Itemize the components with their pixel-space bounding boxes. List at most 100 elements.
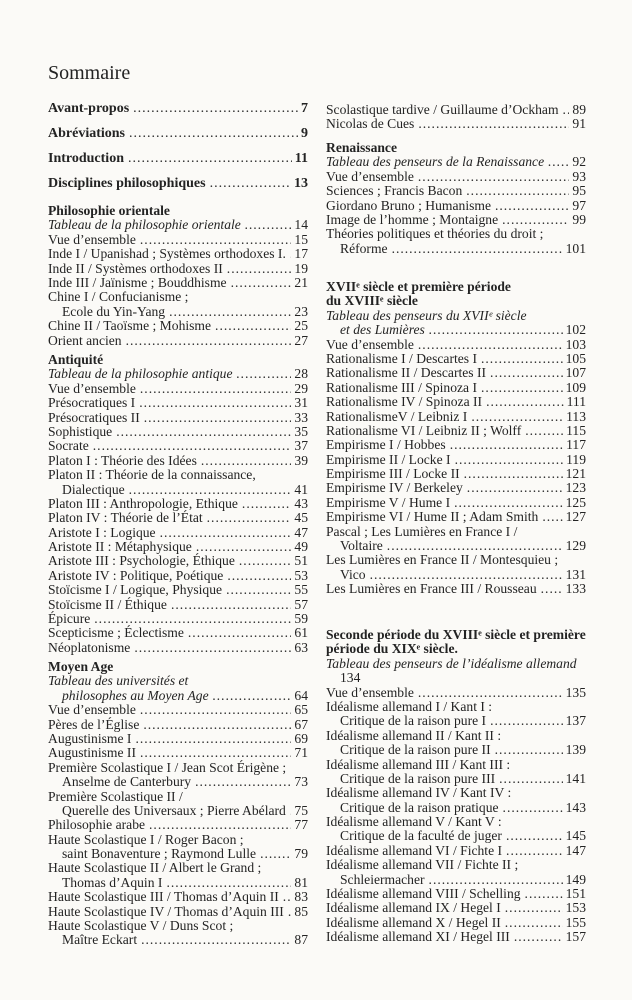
toc-entry-line[interactable]: Aristote IV : Politique, Poétique 53 <box>48 568 308 583</box>
toc-entry-line[interactable]: Ecole du Yin-Yang 23 <box>48 304 308 319</box>
toc-entry-line[interactable]: RationalismeV / Leibniz I 113 <box>326 409 586 424</box>
toc-entry-line[interactable]: Empirisme II / Locke I 119 <box>326 452 586 467</box>
toc-entry-line[interactable]: Réforme 101 <box>326 241 586 256</box>
toc-entry-line[interactable]: Haute Scolastique I / Roger Bacon ; <box>48 832 308 847</box>
toc-entry-line[interactable]: Stoïcisme I / Logique, Physique 55 <box>48 582 308 597</box>
toc-entry-line[interactable]: Platon III : Anthropologie, Ethique 43 <box>48 496 308 511</box>
toc-entry-line[interactable]: Haute Scolastique IV / Thomas d’Aquin II… <box>48 904 308 919</box>
toc-entry-line[interactable]: Voltaire 129 <box>326 538 586 553</box>
toc-entry-line[interactable]: Platon IV : Théorie de l’État 45 <box>48 510 308 525</box>
toc-entry-line[interactable]: Platon I : Théorie des Idées 39 <box>48 453 308 468</box>
toc-entry-line[interactable]: Rationalisme I / Descartes I 105 <box>326 351 586 366</box>
toc-entry-line[interactable]: Image de l’homme ; Montaigne 99 <box>326 212 586 227</box>
toc-entry-line[interactable]: Première Scolastique II / <box>48 789 308 804</box>
toc-entry-line[interactable]: Pères de l’Église 67 <box>48 717 308 732</box>
toc-entry-line[interactable]: Vue d’ensemble 29 <box>48 381 308 396</box>
toc-entry-line[interactable]: Idéalisme allemand III / Kant III : <box>326 757 586 772</box>
toc-entry-line[interactable]: Épicure 59 <box>48 611 308 626</box>
toc-entry-line[interactable]: Abréviations 9 <box>48 126 308 151</box>
toc-entry-line[interactable]: Première Scolastique I / Jean Scot Érigè… <box>48 760 308 775</box>
toc-entry-line[interactable]: Idéalisme allemand X / Hegel II 155 <box>326 915 586 930</box>
toc-entry-line[interactable]: Inde I / Upanishad ; Systèmes orthodoxes… <box>48 246 308 261</box>
toc-entry-line[interactable]: Inde II / Systèmes orthodoxes II 19 <box>48 261 308 276</box>
toc-entry-line[interactable]: Maître Eckart 87 <box>48 933 308 948</box>
toc-entry-line[interactable]: Inde III / Jaïnisme ; Bouddhisme 21 <box>48 275 308 290</box>
toc-entry-line[interactable]: philosophes au Moyen Age 64 <box>48 688 308 703</box>
toc-entry-line[interactable]: Vue d’ensemble 103 <box>326 337 586 352</box>
toc-entry-line[interactable]: Tableau de la philosophie antique 28 <box>48 366 308 381</box>
toc-entry-line[interactable]: Vue d’ensemble 65 <box>48 702 308 717</box>
toc-entry-line[interactable]: Socrate 37 <box>48 438 308 453</box>
toc-entry-line[interactable]: Giordano Bruno ; Humanisme 97 <box>326 198 586 213</box>
toc-entry-line[interactable]: Idéalisme allemand VI / Fichte I 147 <box>326 843 586 858</box>
toc-entry-line[interactable]: Aristote I : Logique 47 <box>48 525 308 540</box>
toc-entry-line[interactable]: Vico 131 <box>326 567 586 582</box>
toc-entry-line[interactable]: Tableau des penseurs de la Renaissance 92 <box>326 154 586 169</box>
toc-entry-line[interactable]: et des Lumières 102 <box>326 322 586 337</box>
toc-entry-line[interactable]: Empirisme IV / Berkeley 123 <box>326 481 586 496</box>
toc-entry-line[interactable]: Rationalisme III / Spinoza I 109 <box>326 380 586 395</box>
toc-entry-line[interactable]: Augustinisme I 69 <box>48 731 308 746</box>
toc-entry-line[interactable]: Critique de la raison pure I 137 <box>326 713 586 728</box>
toc-entry-line[interactable]: Idéalisme allemand VII / Fichte II ; <box>326 857 586 872</box>
toc-entry-line[interactable]: Vue d’ensemble 15 <box>48 232 308 247</box>
toc-entry-line[interactable]: Théories politiques et théories du droit… <box>326 226 586 241</box>
toc-entry-line[interactable]: Présocratiques II 33 <box>48 410 308 425</box>
toc-entry-line[interactable]: Rationalisme VI / Leibniz II ; Wolff 115 <box>326 423 586 438</box>
toc-entry-line[interactable]: Tableau de la philosophie orientale 14 <box>48 217 308 232</box>
toc-entry-line[interactable]: Aristote II : Métaphysique 49 <box>48 539 308 554</box>
toc-entry-line[interactable]: Empirisme III / Locke II 121 <box>326 466 586 481</box>
toc-entry-line[interactable]: Aristote III : Psychologie, Éthique 51 <box>48 554 308 569</box>
toc-entry-line[interactable]: Idéalisme allemand XI / Hegel III 157 <box>326 929 586 944</box>
toc-entry-line[interactable]: Sophistique 35 <box>48 424 308 439</box>
toc-entry-line[interactable]: Haute Scolastique III / Thomas d’Aquin I… <box>48 889 308 904</box>
toc-entry-line[interactable]: Tableau des penseurs du XVIIᵉ siècle <box>326 308 586 323</box>
toc-entry-line[interactable]: Critique de la raison pure III 141 <box>326 771 586 786</box>
toc-entry-line[interactable]: Pascal ; Les Lumières en France I / <box>326 524 586 539</box>
toc-entry-line[interactable]: saint Bonaventure ; Raymond Lulle 79 <box>48 846 308 861</box>
toc-entry-line[interactable]: Schleiermacher 149 <box>326 872 586 887</box>
toc-entry-line[interactable]: Chine II / Taoïsme ; Mohisme 25 <box>48 318 308 333</box>
toc-entry-line[interactable]: Vue d’ensemble 93 <box>326 169 586 184</box>
toc-entry-line[interactable]: Thomas d’Aquin I 81 <box>48 875 308 890</box>
toc-entry-line[interactable]: Haute Scolastique II / Albert le Grand ; <box>48 861 308 876</box>
toc-entry-line[interactable]: Empirisme VI / Hume II ; Adam Smith 127 <box>326 509 586 524</box>
toc-entry-line[interactable]: Scepticisme ; Éclectisme 61 <box>48 626 308 641</box>
toc-entry-line[interactable]: Philosophie arabe 77 <box>48 817 308 832</box>
toc-entry-line[interactable]: Avant-propos 7 <box>48 101 308 126</box>
toc-entry-line[interactable]: Rationalisme II / Descartes II 107 <box>326 365 586 380</box>
toc-entry-line[interactable]: Néoplatonisme 63 <box>48 640 308 655</box>
toc-entry-line[interactable]: Stoïcisme II / Éthique 57 <box>48 597 308 612</box>
toc-entry-line[interactable]: Scolastique tardive / Guillaume d’Ockham… <box>326 102 586 117</box>
toc-entry-line[interactable]: Tableau des universités et <box>48 673 308 688</box>
toc-entry-line[interactable]: Idéalisme allemand II / Kant II : <box>326 728 586 743</box>
toc-entry-line[interactable]: Critique de la raison pratique 143 <box>326 800 586 815</box>
toc-entry-line[interactable]: Les Lumières en France III / Rousseau 133 <box>326 581 586 596</box>
toc-entry-line[interactable]: Les Lumières en France II / Montesquieu … <box>326 553 586 568</box>
toc-entry-line[interactable]: Anselme de Canterbury 73 <box>48 774 308 789</box>
toc-entry-line[interactable]: Idéalisme allemand I / Kant I : <box>326 699 586 714</box>
toc-entry-line[interactable]: Vue d’ensemble 135 <box>326 685 586 700</box>
toc-entry-line[interactable]: Critique de la faculté de juger 145 <box>326 829 586 844</box>
toc-entry-line[interactable]: Rationalisme IV / Spinoza II 111 <box>326 394 586 409</box>
toc-entry-line[interactable]: Augustinisme II 71 <box>48 745 308 760</box>
toc-entry-line[interactable]: Idéalisme allemand VIII / Schelling 151 <box>326 886 586 901</box>
toc-entry-line[interactable]: Haute Scolastique V / Duns Scot ; <box>48 918 308 933</box>
toc-entry-line[interactable]: Idéalisme allemand IV / Kant IV : <box>326 785 586 800</box>
toc-entry-line[interactable]: Platon II : Théorie de la connaissance, <box>48 467 308 482</box>
toc-entry-line[interactable]: Orient ancien 27 <box>48 333 308 348</box>
toc-entry-line[interactable]: Présocratiques I 31 <box>48 395 308 410</box>
toc-entry-line[interactable]: Disciplines philosophiques 13 <box>48 176 308 201</box>
toc-entry-line[interactable]: Introduction 11 <box>48 151 308 176</box>
toc-entry-line[interactable]: Empirisme V / Hume I 125 <box>326 495 586 510</box>
toc-entry-line[interactable]: Chine I / Confucianisme ; <box>48 289 308 304</box>
toc-entry-line[interactable]: Idéalisme allemand IX / Hegel I 153 <box>326 901 586 916</box>
toc-entry-line[interactable]: Nicolas de Cues 91 <box>326 116 586 131</box>
toc-entry-line[interactable]: Querelle des Universaux ; Pierre Abélard… <box>48 803 308 818</box>
toc-entry-line[interactable]: Empirisme I / Hobbes 117 <box>326 437 586 452</box>
toc-entry-line[interactable]: Idéalisme allemand V / Kant V : <box>326 814 586 829</box>
toc-entry-line[interactable]: Sciences ; Francis Bacon 95 <box>326 183 586 198</box>
toc-entry-line[interactable]: Tableau des penseurs de l’idéalisme alle… <box>326 656 586 671</box>
toc-entry-line[interactable]: Critique de la raison pure II 139 <box>326 742 586 757</box>
toc-entry-line[interactable]: Dialectique 41 <box>48 482 308 497</box>
